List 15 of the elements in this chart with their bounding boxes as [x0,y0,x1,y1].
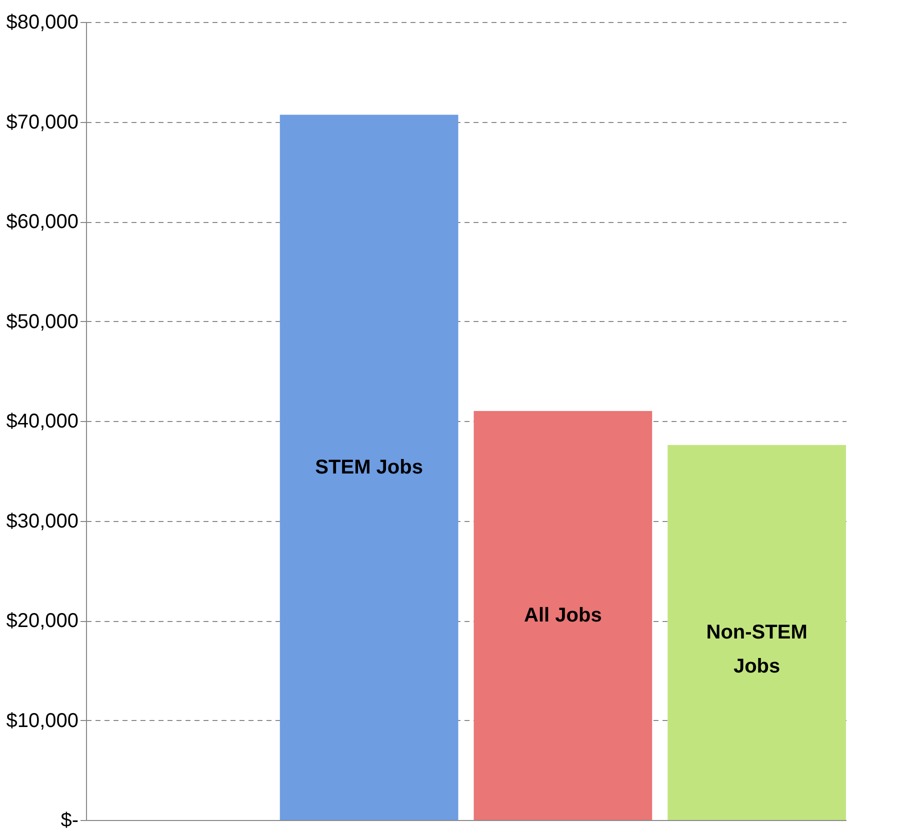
y-tick-label: $- [60,810,78,832]
y-tick-label: $20,000 [6,610,78,632]
x-tick-label: All Jobs [524,604,602,627]
bar [280,114,458,820]
bar [474,411,652,820]
y-tick-label: $10,000 [6,710,78,732]
y-tick-label: $50,000 [6,310,78,333]
y-tick-label: $40,000 [6,410,78,432]
y-tick-label: $30,000 [6,510,78,532]
y-tick-label: $60,000 [6,211,78,233]
y-tick-label: $70,000 [6,111,78,134]
x-tick-label: Non-STEM Jobs [706,621,808,678]
bar [668,444,846,820]
y-tick-label: $80,000 [6,12,78,34]
x-tick-label: STEM Jobs [315,456,423,478]
